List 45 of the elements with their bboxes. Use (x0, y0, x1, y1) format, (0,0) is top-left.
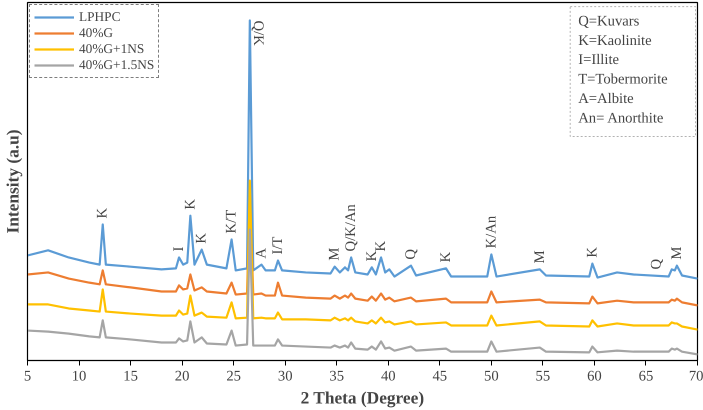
x-tick-label: 60 (587, 368, 602, 384)
annotation: K/T (224, 210, 240, 234)
x-tick-label: 50 (484, 368, 499, 384)
annotation: A=Albite (578, 90, 634, 107)
annotation: K (364, 250, 380, 262)
x-tick-label: 10 (72, 368, 86, 384)
x-tick-label: 15 (123, 368, 138, 384)
annotation: I/T (270, 236, 286, 255)
legend-label: 40%G (79, 25, 114, 41)
annotation: Q=Kuvars (578, 13, 640, 30)
annotation: I=Illite (578, 52, 620, 68)
legend-label: 40%G+1NS (79, 41, 144, 57)
annotation: Q/K (250, 20, 266, 46)
annotation: K (584, 246, 600, 258)
annotation: I (171, 246, 188, 252)
annotation: K (373, 240, 390, 252)
annotation: K (194, 232, 210, 244)
annotation: M (532, 250, 548, 264)
x-tick-label: 25 (226, 368, 241, 384)
annotation: K (94, 208, 111, 219)
annotation: M (668, 246, 685, 260)
annotation: T=Tobermorite (578, 72, 668, 88)
annotation: K/An (483, 215, 500, 248)
x-tick-label: 20 (174, 368, 190, 384)
x-tick-label: 40 (380, 368, 396, 384)
annotation: K (438, 251, 454, 262)
y-axis-title: Intensity (a.u) (4, 129, 22, 234)
annotation: An= Anorthite (578, 110, 664, 126)
x-tick-label: 45 (432, 368, 448, 384)
annotation: M (326, 248, 343, 261)
annotation: Q (648, 258, 664, 270)
legend-label: LPHPC (79, 9, 120, 25)
x-tick-label: 30 (278, 368, 293, 384)
annotation: Q (402, 248, 419, 260)
x-axis-title: 2 Theta (Degree) (300, 388, 424, 408)
annotation: A (253, 248, 270, 259)
x-tick-label: 55 (536, 368, 550, 384)
x-tick-label: 65 (638, 368, 654, 384)
annotation: K=Kaolinite (578, 32, 652, 49)
annotation: K (182, 198, 198, 210)
annotation: Q/K/An (343, 204, 360, 252)
x-tick-label: 70 (688, 368, 703, 384)
x-tick-label: 5 (24, 368, 32, 384)
x-tick-label: 35 (329, 368, 344, 384)
legend-label: 40%G+1.5NS (79, 57, 154, 73)
